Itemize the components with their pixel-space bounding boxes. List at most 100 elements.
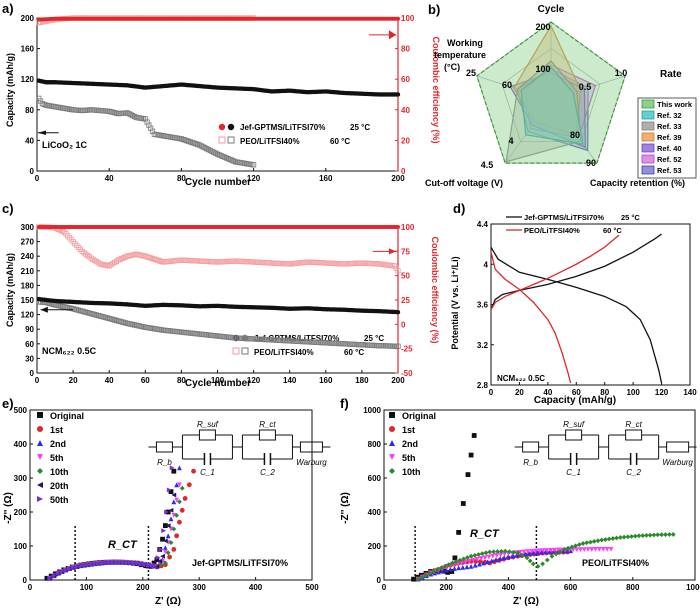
x-tick-label: 140: [283, 376, 297, 385]
eis-point-5th: [471, 557, 476, 563]
chart-a-y2label: Coulombic efficiency (%): [431, 36, 441, 143]
chart-e-frame: [29, 409, 313, 581]
eis-point-10th: [450, 560, 455, 566]
eis-point-10th: [591, 539, 597, 544]
y-tick-label: 1000: [363, 406, 381, 415]
legend-a-peo-marker2: [227, 136, 235, 144]
eis-point-10th: [573, 543, 578, 549]
eis-point-1st: [182, 496, 188, 501]
y-tick-label: 200: [14, 508, 28, 517]
x-tick-label: 600: [564, 583, 578, 592]
y-tick-label: 300: [21, 223, 35, 232]
eis-point-10th: [629, 534, 634, 539]
radar-axis-voltage: Cut-off voltage (V): [425, 178, 503, 188]
eis-point-5th: [529, 548, 535, 554]
eis-point-original: [456, 530, 462, 535]
legend-label-original: Original: [402, 411, 436, 421]
chart-d-xlabel: Capacity (mAh/g): [534, 395, 616, 406]
x-tick-label: 400: [502, 583, 516, 592]
y-tick-label: 0: [30, 369, 35, 378]
legend-marker-10th: [389, 468, 395, 474]
legend-c-peo-marker: [232, 347, 240, 355]
radar-series-ref-33: [505, 60, 582, 163]
resistor-r_ct: [258, 429, 276, 441]
warburg-element: [299, 441, 323, 453]
eis-point-10th: [435, 567, 440, 573]
chart-e-legend: Original 1st 2nd 5th 10th 20th 50th: [37, 411, 84, 505]
radar-legend-swatch: [641, 165, 655, 175]
y-tick-label: 40: [25, 136, 34, 145]
eis-point-10th: [479, 551, 485, 557]
panel-label-f: f): [340, 396, 349, 411]
label-c2: C_2: [626, 468, 641, 477]
y2-tick-label: 40: [401, 106, 410, 115]
eis-point-2nd: [472, 562, 478, 568]
radar-legend-label: This work: [657, 100, 693, 109]
legend-a-jef-temp: 25 °C: [350, 123, 370, 132]
eis-point-50th: [110, 559, 115, 565]
x-tick-label: 20: [515, 388, 524, 397]
eis-point-50th: [59, 569, 65, 575]
eis-point-2nd: [547, 549, 553, 554]
eis-point-20th: [162, 538, 168, 544]
x-tick-label: 400: [249, 583, 263, 592]
radar-ring-label: 80: [570, 130, 580, 140]
eis-point-5th: [490, 553, 496, 559]
chart-f-ylabel: -Z'' (Ω): [340, 492, 351, 524]
label-r_suf: R_suf: [197, 420, 219, 429]
eis-point-10th: [595, 538, 601, 544]
eis-point-5th: [574, 547, 580, 553]
eis-point-50th: [134, 560, 140, 566]
legend-marker-5th: [37, 454, 43, 460]
eis-point-5th: [540, 548, 546, 554]
panel-label-d: d): [453, 201, 465, 216]
eis-point-original: [471, 433, 477, 438]
eis-point-5th: [467, 558, 472, 564]
eis-point-2nd: [539, 549, 544, 555]
eis-point-20th: [157, 558, 163, 564]
x-tick-label: 0: [35, 174, 40, 183]
eis-point-5th: [552, 547, 557, 553]
eis-point-5th: [596, 547, 602, 552]
resistor-r_ct: [625, 429, 643, 441]
y-tick-label: 80: [25, 106, 34, 115]
legend-c-jef-label: Jef-GPTMS/LiTFSI70%: [254, 334, 339, 343]
x-tick-label: 20: [69, 376, 78, 385]
eis-point-2nd: [497, 556, 503, 561]
eis-point-1st: [174, 533, 180, 539]
radar-legend-swatch: [641, 99, 655, 109]
eis-point-50th: [74, 564, 80, 570]
legend-d-peo-label: PEO/LiTFSI40%: [524, 226, 580, 235]
legend-label-original: Original: [50, 411, 84, 421]
y2-tick-label: 0: [401, 167, 406, 176]
legend-c-peo-marker2: [241, 347, 249, 355]
eis-point-50th: [149, 562, 155, 568]
radar-legend-swatch: [641, 143, 655, 153]
radar-legend-swatch: [641, 121, 655, 131]
label-c2: C_2: [260, 468, 275, 477]
eis-point-5th: [533, 548, 539, 554]
eis-point-10th: [438, 565, 444, 571]
legend-label-2nd: 2nd: [50, 439, 66, 449]
eis-point-50th: [113, 559, 119, 565]
eis-point-50th: [155, 555, 161, 560]
eis-point-10th: [491, 549, 497, 555]
y2-tick-label: -50: [401, 369, 413, 378]
eis-point-original: [44, 575, 50, 581]
eis-point-10th: [565, 545, 571, 551]
legend-a-peo-temp: 60 °C: [330, 137, 350, 146]
eis-point-50th: [164, 509, 169, 515]
radar-legend-label: Ref. 53: [657, 166, 682, 175]
eis-point-10th: [588, 539, 593, 545]
ce-jef-point: [396, 225, 400, 229]
eis-point-5th: [608, 547, 614, 552]
chart-a-annotation: LiCoO₂ 1C: [42, 140, 88, 150]
eis-point-1st: [186, 482, 192, 488]
eis-point-2nd: [443, 567, 449, 573]
eis-point-10th: [442, 564, 448, 569]
chart-e-annotation: Jef-GPTMS/LiTFSI70%: [192, 558, 288, 568]
eis-point-1st: [177, 519, 182, 525]
chart-f-legend: Original 1st 2nd 5th 10th: [389, 411, 436, 477]
y-tick-label: 120: [21, 75, 35, 84]
eis-point-5th: [585, 547, 591, 552]
